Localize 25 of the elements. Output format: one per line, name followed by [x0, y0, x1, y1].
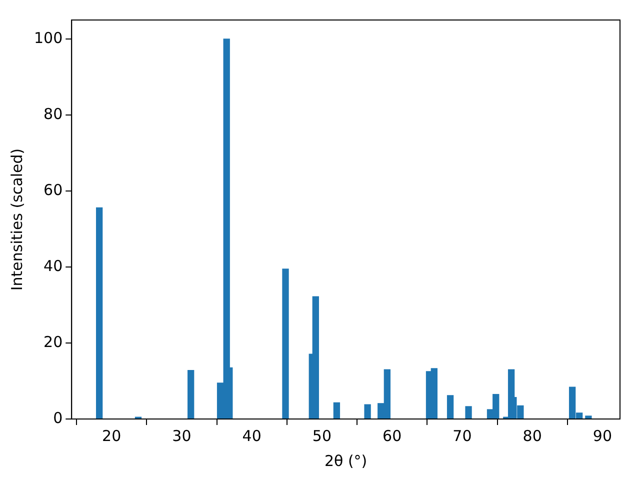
y-tick-label: 80 — [44, 104, 63, 123]
x-tick-label: 80 — [522, 426, 542, 445]
x-tick-label: 60 — [382, 426, 402, 445]
bar — [282, 268, 289, 419]
y-tick-label: 100 — [34, 28, 63, 47]
x-tick-label: 40 — [242, 426, 262, 445]
bar — [585, 416, 592, 419]
x-tick-label: 30 — [172, 426, 192, 445]
x-axis-title: 2θ (°) — [324, 452, 368, 470]
y-tick-label: 0 — [53, 408, 63, 427]
bar — [465, 406, 472, 419]
x-tick-label: 50 — [312, 426, 332, 445]
x-tick-label: 20 — [102, 426, 122, 445]
bar — [188, 370, 194, 419]
x-tick-label: 90 — [592, 426, 612, 445]
y-tick-label: 20 — [44, 332, 63, 351]
y-tick-label: 40 — [44, 256, 63, 275]
bar — [333, 402, 340, 419]
x-tick-label: 70 — [452, 426, 472, 445]
y-axis-title: Intensities (scaled) — [8, 148, 26, 291]
bar — [96, 207, 103, 419]
y-tick-label: 60 — [44, 180, 63, 199]
bar — [312, 296, 319, 419]
bar — [446, 395, 454, 419]
bar — [364, 404, 371, 419]
